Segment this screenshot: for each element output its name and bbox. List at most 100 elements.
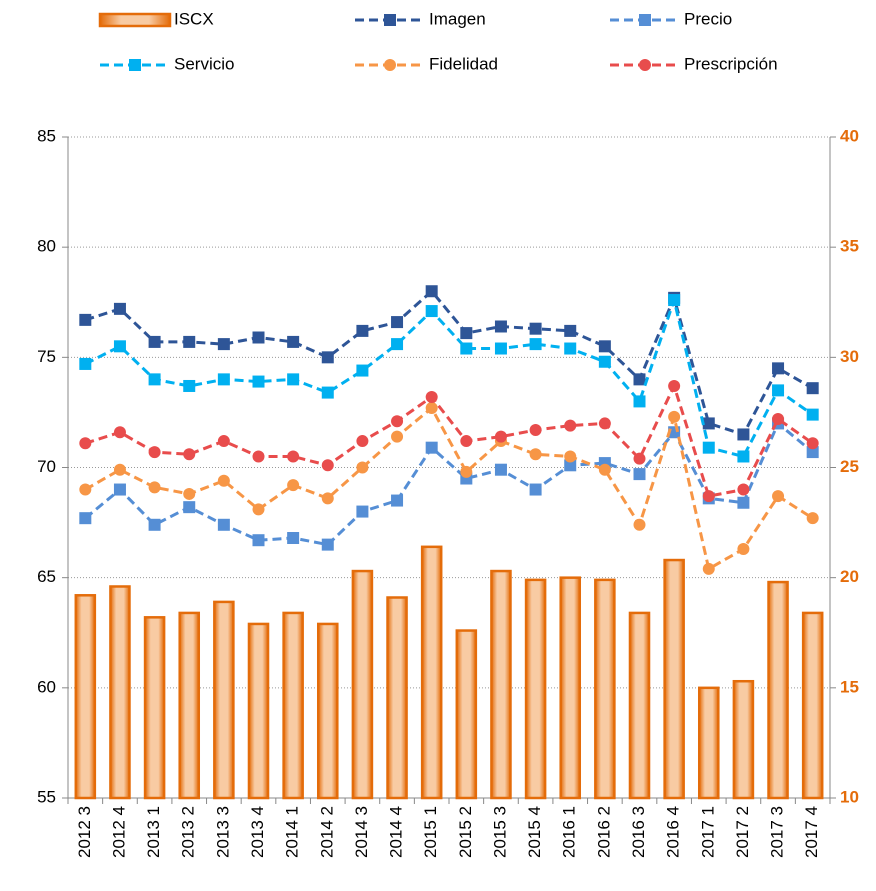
legend-label: ISCX (174, 9, 214, 28)
x-tick-label: 2015 1 (421, 806, 440, 858)
marker (737, 450, 750, 463)
marker (598, 340, 611, 353)
bar (143, 616, 166, 800)
marker (460, 435, 473, 448)
legend-marker (129, 59, 141, 71)
marker (252, 534, 265, 547)
marker (772, 490, 785, 503)
bar (767, 580, 789, 800)
bar (213, 600, 235, 800)
y-tick-label: 65 (37, 567, 56, 586)
marker (806, 408, 819, 421)
marker (79, 512, 92, 525)
marker (425, 305, 438, 318)
marker (702, 490, 715, 503)
x-tick-label: 2015 3 (490, 806, 509, 858)
x-tick-label: 2016 1 (560, 806, 579, 858)
x-tick-label: 2015 4 (525, 806, 544, 858)
marker (806, 382, 819, 395)
x-tick-label: 2014 2 (317, 806, 336, 858)
marker (702, 441, 715, 454)
x-tick-label: 2017 4 (802, 806, 821, 858)
bar (455, 629, 478, 800)
marker (79, 357, 92, 370)
marker (356, 364, 369, 377)
x-tick-label: 2017 2 (733, 806, 752, 858)
marker (79, 483, 92, 496)
marker (460, 465, 473, 478)
marker (564, 450, 577, 463)
x-tick-label: 2013 3 (213, 806, 232, 858)
marker (494, 320, 507, 333)
marker (321, 492, 334, 505)
y2-tick-label: 10 (840, 787, 859, 806)
marker (529, 322, 542, 335)
marker (564, 324, 577, 337)
bar (282, 611, 304, 800)
marker (183, 335, 196, 348)
marker (391, 316, 404, 329)
marker (529, 483, 542, 496)
marker (287, 450, 300, 463)
marker (494, 463, 507, 476)
x-tick-label: 2014 1 (283, 806, 302, 858)
marker (529, 448, 542, 461)
bar (628, 611, 651, 800)
marker (148, 518, 161, 531)
bar (351, 569, 374, 800)
marker (113, 483, 126, 496)
marker (633, 373, 646, 386)
marker (217, 474, 230, 487)
x-tick-label: 2012 4 (109, 806, 128, 858)
legend-label: Fidelidad (429, 54, 498, 73)
line (84, 405, 814, 572)
line (84, 421, 814, 547)
bar (316, 622, 339, 800)
y-tick-label: 55 (37, 787, 56, 806)
marker (391, 494, 404, 507)
marker (806, 512, 819, 525)
marker (598, 355, 611, 368)
marker (494, 342, 507, 355)
legend-label: Precio (684, 9, 732, 28)
marker (702, 562, 715, 575)
marker (564, 419, 577, 432)
marker (113, 426, 126, 439)
x-tick-label: 2017 1 (698, 806, 717, 858)
y-tick-label: 80 (37, 237, 56, 256)
x-tick-label: 2012 3 (75, 806, 94, 858)
legend-swatch (98, 12, 172, 28)
bar (109, 585, 131, 800)
y-tick-label: 85 (37, 126, 56, 145)
marker (460, 327, 473, 340)
bar (524, 578, 547, 800)
y2-tick-label: 30 (840, 347, 859, 366)
marker (494, 430, 507, 443)
marker (356, 435, 369, 448)
marker (668, 294, 681, 307)
marker (113, 340, 126, 353)
bar (663, 558, 685, 800)
bar (420, 545, 443, 800)
marker (356, 324, 369, 337)
marker (252, 450, 265, 463)
marker (183, 501, 196, 514)
marker (183, 379, 196, 392)
y-tick-label: 70 (37, 457, 56, 476)
x-tick-label: 2016 2 (594, 806, 613, 858)
marker (148, 481, 161, 494)
marker (772, 384, 785, 397)
marker (113, 463, 126, 476)
bar (801, 611, 824, 800)
legend-marker (384, 59, 396, 71)
marker (772, 362, 785, 375)
marker (79, 437, 92, 450)
marker (217, 518, 230, 531)
bar (594, 578, 616, 800)
marker (598, 417, 611, 430)
line (84, 289, 814, 437)
marker (391, 415, 404, 428)
x-tick-label: 2013 4 (248, 806, 267, 858)
x-tick-label: 2013 2 (179, 806, 198, 858)
y2-tick-label: 35 (840, 237, 859, 256)
